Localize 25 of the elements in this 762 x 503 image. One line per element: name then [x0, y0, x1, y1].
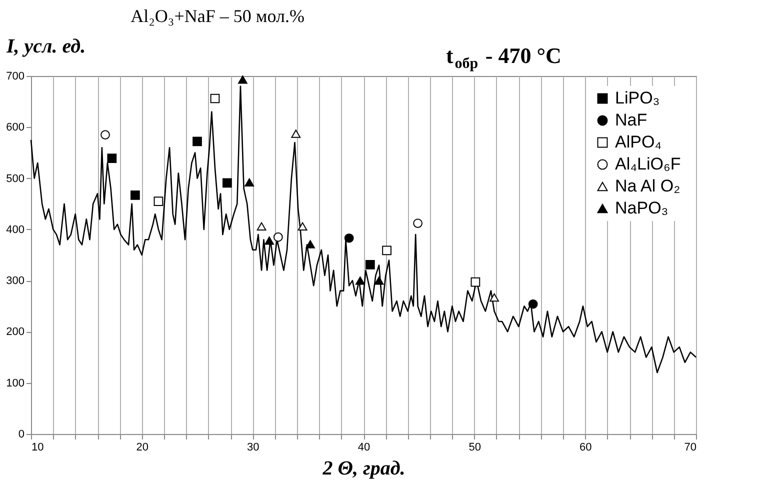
- x-tick-label: 40: [358, 442, 370, 454]
- x-tick-label: 60: [580, 442, 592, 454]
- y-tick-label: 700: [6, 70, 24, 82]
- legend-label: Al₄LiO₆F: [615, 154, 681, 174]
- y-tick-label: 600: [6, 122, 24, 134]
- y-tick-label: 300: [6, 275, 24, 288]
- y-tick-label: 200: [6, 326, 24, 338]
- x-tick-label: 50: [468, 442, 481, 454]
- legend-label: NaF: [615, 110, 648, 130]
- legend-label: AlPO₄: [615, 132, 662, 152]
- chart-title: Al₂O₃+NaF – 50 мол.%: [130, 6, 304, 26]
- x-tick-label: 70: [684, 442, 696, 454]
- y-tick-label: 400: [6, 224, 24, 236]
- y-tick-label: 100: [6, 377, 24, 390]
- y-tick-label: 500: [6, 172, 24, 185]
- x-axis-title: 2 Θ, град.: [322, 458, 406, 480]
- y-tick-label: 0: [18, 428, 24, 440]
- line-series: [30, 86, 697, 374]
- y-axis-title: I, усл. ед.: [6, 36, 86, 58]
- x-tick-label: 10: [32, 442, 44, 454]
- x-tick-label: 20: [136, 442, 148, 454]
- legend-label: Na Al O₂: [615, 176, 680, 196]
- legend-label: LiPO₃: [615, 88, 660, 108]
- legend-label: NaPO₃: [615, 198, 668, 218]
- x-tick-label: 30: [247, 442, 260, 454]
